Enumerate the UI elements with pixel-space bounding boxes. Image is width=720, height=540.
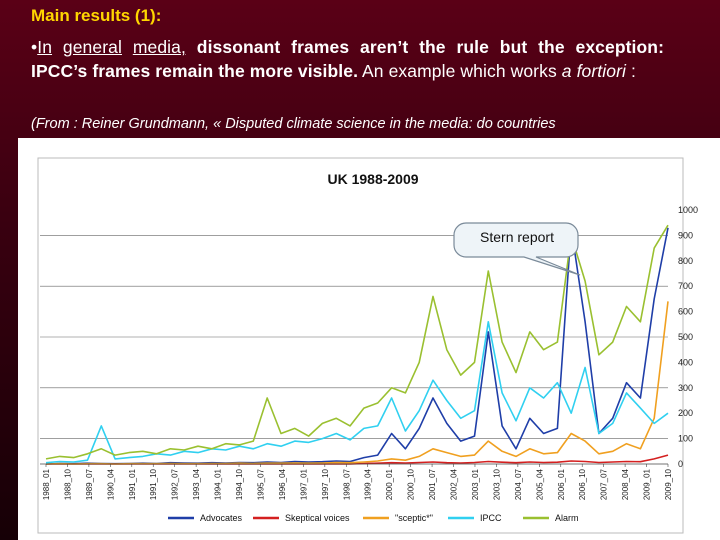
chart-panel: UK 1988-2009 0 100 200 300 400 500 600 700 800 90… bbox=[18, 138, 720, 540]
y-tick-label: 700 bbox=[678, 281, 693, 291]
plot-frame bbox=[37, 157, 684, 534]
y-tick-label: 1000 bbox=[678, 205, 698, 215]
series-layer bbox=[45, 224, 669, 465]
x-tick-label: 1994_10 bbox=[235, 468, 244, 500]
x-tick-label: 1993_04 bbox=[192, 468, 201, 500]
x-tick-label: 2004_07 bbox=[514, 468, 523, 500]
x-tick-label: 1992_07 bbox=[171, 468, 180, 500]
body-fortiori-italic: a fortiori bbox=[561, 61, 626, 81]
x-tick-label: 2007_07 bbox=[600, 468, 609, 500]
stern-report-callout: Stern report bbox=[453, 222, 581, 276]
x-tick-label: 2008_04 bbox=[621, 468, 630, 500]
slide-title: Main results (1): bbox=[31, 6, 162, 25]
x-tick-label: 2003_10 bbox=[492, 468, 501, 500]
x-tick-label: 1997_10 bbox=[321, 468, 330, 500]
y-tick-label: 600 bbox=[678, 307, 693, 317]
x-tick-label: 1991_10 bbox=[149, 468, 158, 500]
bullet-glyph: • bbox=[31, 37, 38, 57]
x-tick-label: 1995_07 bbox=[256, 468, 265, 500]
body-bold-statement: dissonant frames aren’t the rule but the… bbox=[31, 37, 665, 81]
x-tick-label: 2006_10 bbox=[578, 468, 587, 500]
x-tick-label: 1991_01 bbox=[128, 468, 137, 500]
callout-bubble bbox=[453, 222, 581, 276]
x-tick-label: 2005_04 bbox=[535, 468, 544, 500]
x-tick-label: 2000_01 bbox=[385, 468, 394, 500]
x-tick-label: 2000_10 bbox=[407, 468, 416, 500]
y-tick-label: 500 bbox=[678, 332, 693, 342]
series-line-3 bbox=[45, 321, 669, 464]
legend-label: Skeptical voices bbox=[285, 513, 350, 523]
y-tick-label: 900 bbox=[678, 230, 693, 240]
legend-label: IPCC bbox=[480, 513, 502, 523]
legend-label: "sceptic*" bbox=[395, 513, 433, 523]
y-tick-label: 200 bbox=[678, 408, 693, 418]
x-tick-label: 1998_07 bbox=[342, 468, 351, 500]
x-tick-label: 2009_10 bbox=[664, 468, 673, 500]
underlined-word-media: media, bbox=[132, 37, 186, 57]
y-tick-label: 100 bbox=[678, 434, 693, 444]
underlined-word-general: general bbox=[62, 37, 122, 57]
source-citation: (From : Reiner Grundmann, « Disputed cli… bbox=[31, 116, 556, 132]
legend-label: Alarm bbox=[555, 513, 579, 523]
x-tick-label: 1989_07 bbox=[85, 468, 94, 500]
x-tick-label: 1988_10 bbox=[63, 468, 72, 500]
slide-body-text: •In general media, dissonant frames aren… bbox=[31, 35, 664, 83]
x-tick-label: 2009_01 bbox=[643, 468, 652, 500]
axis-layer: 0 100 200 300 400 500 600 700 800 900 1000 1988_01 1… bbox=[40, 205, 698, 500]
x-tick-label: 1990_04 bbox=[106, 468, 115, 500]
x-tick-label: 2006_01 bbox=[557, 468, 566, 500]
x-tick-label: 1988_01 bbox=[42, 468, 51, 500]
x-tick-label: 1994_01 bbox=[214, 468, 223, 500]
underlined-word-in: In bbox=[37, 37, 53, 57]
y-tick-label: 0 bbox=[678, 459, 683, 469]
series-line-4 bbox=[45, 224, 669, 460]
y-tick-label: 800 bbox=[678, 256, 693, 266]
x-tick-label: 1997_01 bbox=[299, 468, 308, 500]
chart-title: UK 1988-2009 bbox=[327, 171, 418, 187]
uk-media-chart: UK 1988-2009 0 100 200 300 400 500 600 700 800 90… bbox=[37, 157, 698, 534]
x-tick-label: 1999_04 bbox=[364, 468, 373, 500]
x-tick-label: 2001_07 bbox=[428, 468, 437, 500]
body-example-text: An example which works bbox=[362, 61, 557, 81]
body-colon: : bbox=[630, 61, 636, 81]
legend-label: Advocates bbox=[200, 513, 243, 523]
x-tick-label: 2002_04 bbox=[450, 468, 459, 500]
legend: Advocates Skeptical voices "sceptic*" IPCC A… bbox=[168, 513, 579, 523]
y-tick-label: 300 bbox=[678, 383, 693, 393]
callout-label: Stern report bbox=[480, 229, 554, 245]
x-tick-label: 2003_01 bbox=[471, 468, 480, 500]
x-tick-label: 1996_04 bbox=[278, 468, 287, 500]
y-tick-label: 400 bbox=[678, 357, 693, 367]
